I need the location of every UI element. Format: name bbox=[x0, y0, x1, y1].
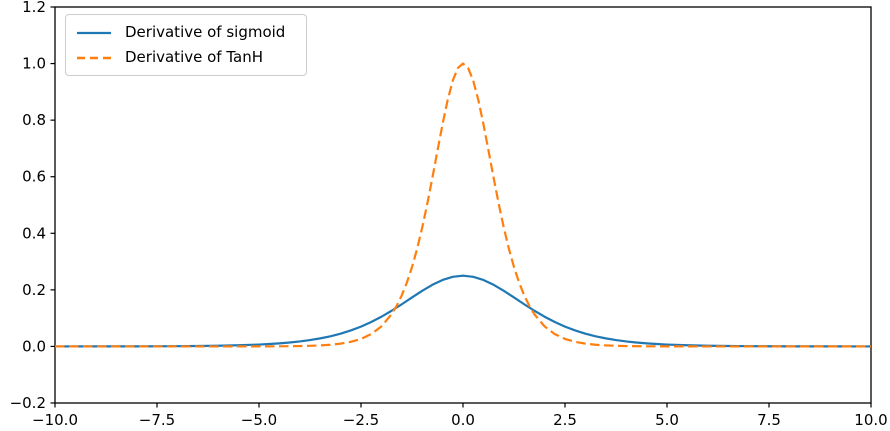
x-tick-label: 0.0 bbox=[451, 411, 475, 429]
x-tick-label: −7.5 bbox=[139, 411, 175, 429]
y-tick-label: 0.8 bbox=[22, 111, 46, 129]
y-tick-label: 1.0 bbox=[22, 55, 46, 73]
x-tick-label: 7.5 bbox=[757, 411, 781, 429]
legend-item-tanh: Derivative of TanH bbox=[76, 48, 296, 67]
x-tick-label: 10.0 bbox=[854, 411, 887, 429]
dashed-line-icon bbox=[77, 56, 111, 59]
x-tick-label: −5.0 bbox=[241, 411, 277, 429]
y-tick-label: 0.0 bbox=[22, 337, 46, 355]
y-tick-label: 0.4 bbox=[22, 224, 46, 242]
y-tick-label: 0.2 bbox=[22, 281, 46, 299]
y-tick-label: −0.2 bbox=[10, 394, 46, 412]
x-tick-label: −10.0 bbox=[32, 411, 78, 429]
x-tick-label: 2.5 bbox=[553, 411, 577, 429]
legend-label-tanh: Derivative of TanH bbox=[125, 48, 263, 66]
axes-spines bbox=[54, 6, 872, 404]
x-tick-label: 5.0 bbox=[655, 411, 679, 429]
y-tick-label: 0.6 bbox=[22, 168, 46, 186]
y-tick-label: 1.2 bbox=[22, 0, 46, 16]
legend-item-sigmoid: Derivative of sigmoid bbox=[76, 23, 296, 42]
x-tick-label: −2.5 bbox=[343, 411, 379, 429]
series-line-1 bbox=[55, 62, 871, 348]
legend: Derivative of sigmoid Derivative of TanH bbox=[65, 14, 307, 76]
series-line-0 bbox=[54, 274, 872, 348]
legend-label-sigmoid: Derivative of sigmoid bbox=[125, 23, 286, 41]
solid-line-icon bbox=[77, 31, 111, 34]
